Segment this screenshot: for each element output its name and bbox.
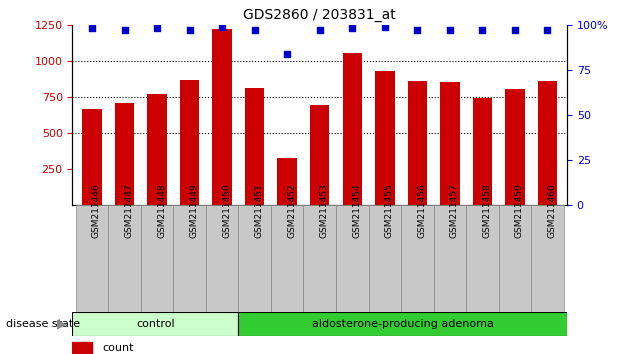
Point	[412, 27, 422, 33]
Point	[445, 27, 455, 33]
Bar	[212, 29, 232, 205]
Bar	[408, 81, 427, 205]
Text: ▶: ▶	[57, 318, 66, 330]
Bar	[147, 94, 167, 205]
Text: GSM211448: GSM211448	[157, 183, 166, 238]
Bar	[369, 205, 401, 312]
Bar	[72, 342, 92, 354]
Bar	[310, 105, 329, 205]
Bar	[238, 205, 271, 312]
Text: GSM211454: GSM211454	[352, 183, 361, 238]
Point	[542, 27, 553, 33]
Text: GSM211450: GSM211450	[222, 183, 231, 238]
Point	[347, 25, 357, 31]
Point	[315, 27, 325, 33]
Bar	[401, 205, 433, 312]
Point	[380, 24, 390, 29]
Text: GSM211460: GSM211460	[547, 183, 556, 238]
Bar	[336, 205, 369, 312]
Point	[185, 27, 195, 33]
Bar	[271, 205, 304, 312]
Bar	[245, 88, 265, 205]
Bar	[173, 205, 206, 312]
Bar	[531, 205, 564, 312]
Point	[282, 51, 292, 57]
Bar	[304, 205, 336, 312]
Text: GSM211455: GSM211455	[385, 183, 394, 238]
Text: GSM211451: GSM211451	[255, 183, 263, 238]
Bar	[238, 312, 567, 336]
Bar	[108, 205, 140, 312]
Bar	[82, 109, 101, 205]
Bar	[466, 205, 499, 312]
Bar	[472, 98, 492, 205]
Text: GSM211456: GSM211456	[417, 183, 427, 238]
Title: GDS2860 / 203831_at: GDS2860 / 203831_at	[243, 8, 396, 22]
Point	[120, 27, 130, 33]
Bar	[440, 82, 460, 205]
Point	[87, 25, 97, 31]
Point	[510, 27, 520, 33]
Text: count: count	[102, 343, 134, 353]
Bar	[180, 80, 199, 205]
Bar	[499, 205, 531, 312]
Bar	[206, 205, 238, 312]
Bar	[72, 312, 238, 336]
Point	[249, 27, 260, 33]
Text: GSM211458: GSM211458	[483, 183, 491, 238]
Bar	[115, 103, 134, 205]
Point	[478, 27, 488, 33]
Text: GSM211459: GSM211459	[515, 183, 524, 238]
Bar	[505, 89, 525, 205]
Bar	[433, 205, 466, 312]
Bar	[375, 71, 394, 205]
Text: GSM211446: GSM211446	[92, 183, 101, 238]
Text: control: control	[136, 319, 175, 329]
Text: disease state: disease state	[6, 319, 81, 329]
Bar	[343, 53, 362, 205]
Bar	[140, 205, 173, 312]
Point	[217, 24, 227, 29]
Bar	[277, 158, 297, 205]
Point	[152, 25, 162, 31]
Text: GSM211452: GSM211452	[287, 183, 296, 238]
Text: GSM211447: GSM211447	[125, 183, 134, 238]
Bar	[538, 81, 558, 205]
Bar	[76, 205, 108, 312]
Text: GSM211457: GSM211457	[450, 183, 459, 238]
Text: GSM211453: GSM211453	[320, 183, 329, 238]
Text: GSM211449: GSM211449	[190, 183, 198, 238]
Text: aldosterone-producing adenoma: aldosterone-producing adenoma	[312, 319, 494, 329]
